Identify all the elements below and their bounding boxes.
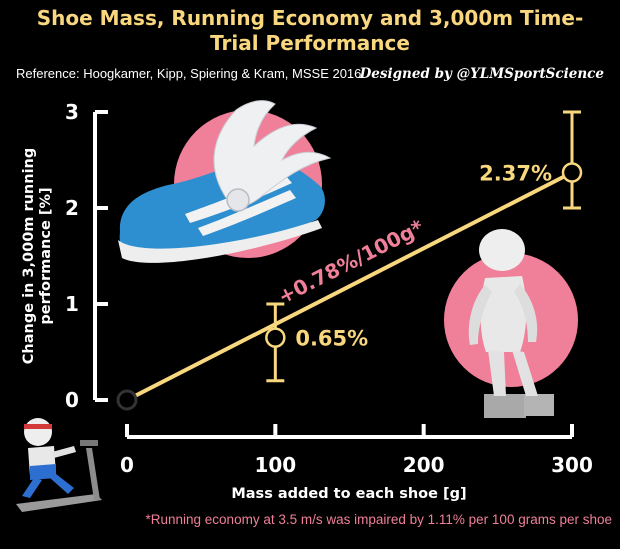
reference-text: Reference: Hoogkamer, Kipp, Spiering & K… xyxy=(16,66,362,81)
data-point xyxy=(265,327,286,348)
y-tick-label: 0 xyxy=(65,388,79,412)
data-label: 2.37% xyxy=(479,161,552,185)
title-line-1: Shoe Mass, Running Economy and 3,000m Ti… xyxy=(36,6,584,30)
y-tick-label: 3 xyxy=(65,100,79,124)
trend-line xyxy=(126,170,573,402)
y-tick-label: 1 xyxy=(65,292,79,316)
winged-shoe-illustration xyxy=(118,100,332,263)
treadmill-runner-illustration xyxy=(16,418,102,512)
x-axis-label: Mass added to each shoe [g] xyxy=(231,486,466,502)
x-tick-label: 100 xyxy=(254,453,296,477)
data-point xyxy=(116,389,138,411)
y-axis-label-line-1: Change in 3,000m running xyxy=(21,148,37,365)
data-label: 0.65% xyxy=(295,327,368,351)
y-axis-label-line-2: performance [%] xyxy=(38,187,54,324)
x-tick-label: 200 xyxy=(403,453,445,477)
title-line-2: Trial Performance xyxy=(210,31,410,55)
y-tick-label: 2 xyxy=(65,196,79,220)
designer-credit: Designed by @YLMSportScience xyxy=(359,66,604,82)
x-tick-label: 0 xyxy=(120,453,134,477)
chart-title: Shoe Mass, Running Economy and 3,000m Ti… xyxy=(0,6,620,56)
standing-figure-illustration xyxy=(468,229,554,418)
data-point xyxy=(561,162,583,183)
footnote: *Running economy at 3.5 m/s was impaired… xyxy=(145,512,613,527)
x-tick-label: 300 xyxy=(551,453,593,477)
